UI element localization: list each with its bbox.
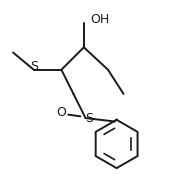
Text: S: S [85, 112, 93, 125]
Text: S: S [30, 60, 38, 73]
Text: OH: OH [91, 13, 110, 26]
Text: O: O [56, 106, 66, 119]
